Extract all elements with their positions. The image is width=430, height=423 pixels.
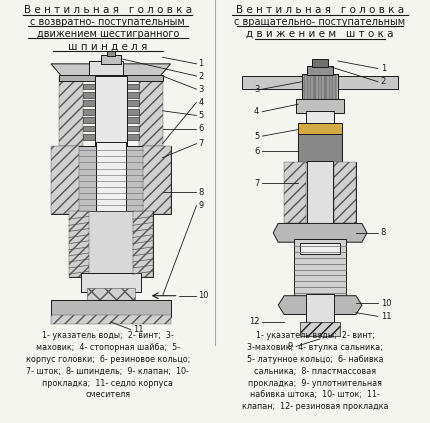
FancyBboxPatch shape <box>300 243 340 254</box>
Text: 4: 4 <box>199 98 204 107</box>
Text: 6: 6 <box>199 124 204 133</box>
FancyBboxPatch shape <box>332 75 335 99</box>
FancyBboxPatch shape <box>326 75 330 99</box>
FancyBboxPatch shape <box>51 146 79 214</box>
FancyBboxPatch shape <box>243 76 398 89</box>
FancyBboxPatch shape <box>294 239 346 296</box>
FancyBboxPatch shape <box>315 75 319 99</box>
FancyBboxPatch shape <box>334 162 356 223</box>
Text: 1: 1 <box>199 59 204 69</box>
FancyBboxPatch shape <box>83 92 138 98</box>
Text: 5: 5 <box>254 132 259 140</box>
Text: 1: 1 <box>381 64 386 73</box>
FancyBboxPatch shape <box>284 162 356 223</box>
FancyBboxPatch shape <box>306 294 334 324</box>
FancyBboxPatch shape <box>69 211 153 277</box>
FancyBboxPatch shape <box>83 109 138 115</box>
Text: 11: 11 <box>381 312 391 321</box>
FancyBboxPatch shape <box>95 76 127 146</box>
FancyBboxPatch shape <box>59 75 163 81</box>
Text: 1- указатель воды;  2- винт;
3-маховик;  4- втулка сальника;
5- латунное кольцо;: 1- указатель воды; 2- винт; 3-маховик; 4… <box>242 331 388 411</box>
FancyBboxPatch shape <box>284 162 306 223</box>
Text: ш п и н д е л я: ш п и н д е л я <box>68 41 147 51</box>
Text: 5: 5 <box>199 111 204 120</box>
Text: 12: 12 <box>249 318 259 327</box>
FancyBboxPatch shape <box>307 66 333 75</box>
FancyBboxPatch shape <box>96 142 126 219</box>
Text: 9: 9 <box>199 201 204 210</box>
Polygon shape <box>273 223 367 242</box>
Text: 8: 8 <box>199 188 204 197</box>
Polygon shape <box>51 146 171 214</box>
FancyBboxPatch shape <box>304 75 308 99</box>
Text: 7: 7 <box>199 139 204 148</box>
FancyBboxPatch shape <box>300 322 340 336</box>
Text: В е н т и л ь н а я   г о л о в к а: В е н т и л ь н а я г о л о в к а <box>236 5 404 15</box>
Text: д в и ж е н и е м   ш т о к а: д в и ж е н и е м ш т о к а <box>246 29 394 39</box>
FancyBboxPatch shape <box>310 75 313 99</box>
FancyBboxPatch shape <box>307 161 333 254</box>
FancyBboxPatch shape <box>83 100 138 106</box>
FancyBboxPatch shape <box>143 146 171 214</box>
FancyBboxPatch shape <box>83 134 138 140</box>
Text: 2: 2 <box>199 71 204 80</box>
Text: 6: 6 <box>254 147 259 156</box>
Polygon shape <box>278 296 362 314</box>
FancyBboxPatch shape <box>312 59 328 67</box>
Text: 1- указатель воды;  2- винт;  3-
маховик;  4- стопорная шайба;  5-
корпус головк: 1- указатель воды; 2- винт; 3- маховик; … <box>26 331 190 399</box>
FancyBboxPatch shape <box>302 74 338 100</box>
Text: с вращательно- поступательным: с вращательно- поступательным <box>234 17 405 27</box>
Text: 10: 10 <box>381 299 391 308</box>
Polygon shape <box>51 64 171 78</box>
FancyBboxPatch shape <box>138 77 163 146</box>
Text: 11: 11 <box>133 325 143 334</box>
Text: 4: 4 <box>254 107 259 116</box>
Text: 3: 3 <box>254 85 259 93</box>
FancyBboxPatch shape <box>89 61 123 78</box>
Text: В е н т и л ь н а я   г о л о в к а: В е н т и л ь н а я г о л о в к а <box>24 5 192 15</box>
Text: 2: 2 <box>381 77 386 86</box>
FancyBboxPatch shape <box>296 99 344 113</box>
Text: движением шестигранного: движением шестигранного <box>37 29 179 39</box>
Text: 3: 3 <box>199 85 204 93</box>
FancyBboxPatch shape <box>69 211 89 277</box>
FancyBboxPatch shape <box>306 111 334 164</box>
Text: 9: 9 <box>288 342 293 351</box>
FancyBboxPatch shape <box>133 211 153 277</box>
Text: 7: 7 <box>254 179 259 187</box>
Text: 8: 8 <box>381 228 386 237</box>
FancyBboxPatch shape <box>83 117 138 123</box>
FancyBboxPatch shape <box>101 55 121 64</box>
FancyBboxPatch shape <box>298 123 342 136</box>
FancyBboxPatch shape <box>81 273 141 292</box>
FancyBboxPatch shape <box>51 300 171 317</box>
FancyBboxPatch shape <box>107 51 115 56</box>
FancyBboxPatch shape <box>59 77 83 146</box>
Text: 10: 10 <box>199 291 209 300</box>
FancyBboxPatch shape <box>83 126 138 132</box>
FancyBboxPatch shape <box>320 75 325 99</box>
FancyBboxPatch shape <box>298 134 342 164</box>
FancyBboxPatch shape <box>83 84 138 89</box>
Text: с возвратно- поступательным: с возвратно- поступательным <box>31 17 185 27</box>
FancyBboxPatch shape <box>51 316 171 324</box>
FancyBboxPatch shape <box>87 288 135 303</box>
